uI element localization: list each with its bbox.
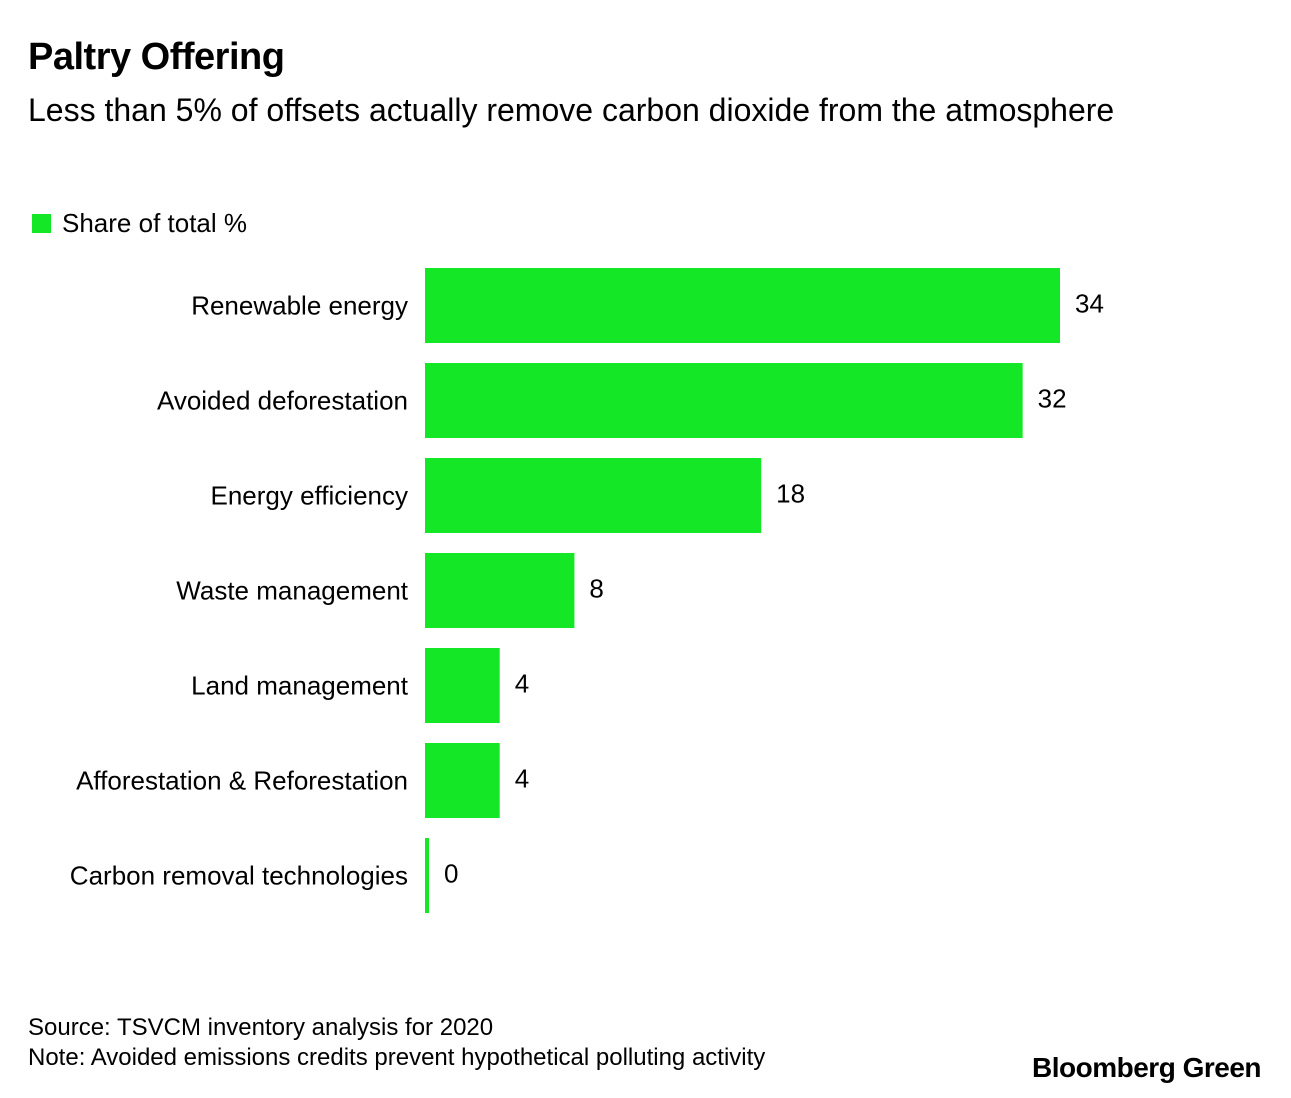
bar [425,743,500,818]
category-label: Renewable energy [191,291,408,321]
chart-title: Paltry Offering [28,36,285,78]
data-label: 4 [515,764,529,794]
bar [425,838,429,913]
footnotes: Source: TSVCM inventory analysis for 202… [28,1013,765,1073]
category-label: Energy efficiency [210,481,408,511]
note: Note: Avoided emissions credits prevent … [28,1044,766,1071]
data-label: 34 [1075,289,1104,319]
data-label: 8 [589,574,603,604]
data-label: 4 [515,669,529,699]
bar [425,268,1060,343]
category-label: Waste management [176,576,408,606]
legend-swatch [32,214,51,233]
data-label: 32 [1038,384,1067,414]
bar-chart: Renewable energy 34 Avoided deforestation 3… [70,268,1104,913]
category-label: Land management [191,671,409,701]
legend: Share of total % [32,208,247,239]
category-label: Afforestation & Reforestation [76,766,408,796]
data-label: 18 [776,479,805,509]
legend-label: Share of total % [62,208,247,238]
category-label: Avoided deforestation [157,386,408,416]
category-label: Carbon removal technologies [70,861,408,891]
bar [425,363,1023,438]
data-label: 0 [444,859,458,889]
bloomberg-green-logo: Bloomberg Green [1032,1052,1261,1083]
bar [425,553,575,628]
chart-subtitle: Less than 5% of offsets actually remove … [28,92,1115,128]
source-note: Source: TSVCM inventory analysis for 202… [28,1014,494,1041]
bar [425,458,762,533]
bar [425,648,500,723]
